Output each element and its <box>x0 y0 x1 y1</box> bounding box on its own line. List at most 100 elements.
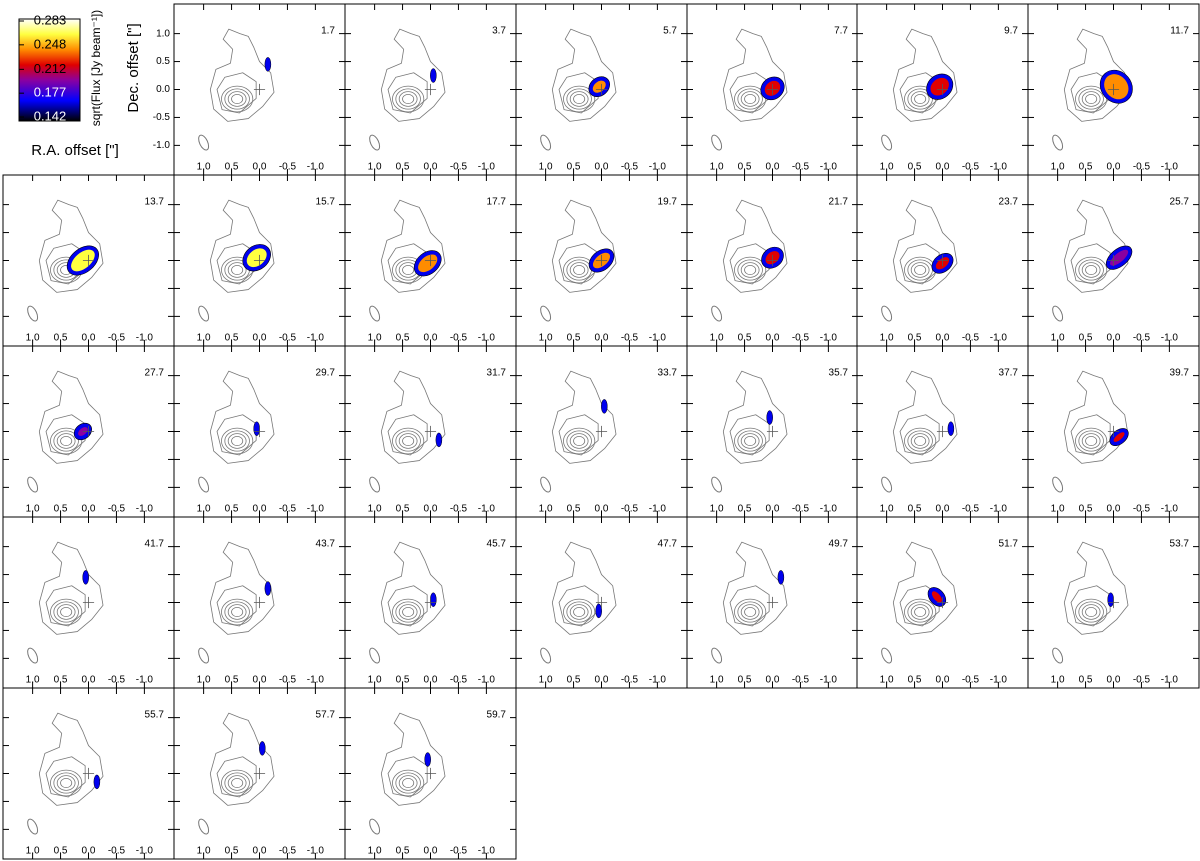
cross <box>424 425 437 438</box>
contour <box>1078 601 1104 623</box>
contour <box>221 598 254 626</box>
cross <box>595 254 608 267</box>
beam <box>1052 305 1064 322</box>
contour <box>566 430 592 452</box>
panel: 57.7 1.0 0.5 0.0 -0.5 -1.0 <box>173 687 346 860</box>
contour <box>566 88 592 110</box>
x-tick-label: 1.0 <box>1051 675 1065 686</box>
emission <box>259 741 266 756</box>
beam <box>540 134 552 151</box>
beam <box>198 818 210 835</box>
x-tick-label: -0.5 <box>792 162 810 173</box>
contour <box>50 769 83 797</box>
panel: 7.7 1.0 0.5 0.0 -0.5 -1.0 <box>686 3 859 176</box>
channel-label: 49.7 <box>829 539 849 550</box>
contour <box>722 370 788 464</box>
contour <box>1063 370 1129 464</box>
x-tick-label: 1.0 <box>197 504 211 515</box>
contour <box>1085 264 1098 275</box>
panel: 29.7 1.0 0.5 0.0 -0.5 -1.0 <box>173 345 346 518</box>
x-tick-label: -1.0 <box>478 333 496 344</box>
emission <box>435 432 443 448</box>
x-tick-label: 1.0 <box>1051 162 1065 173</box>
emission <box>264 57 272 72</box>
contour <box>38 712 104 806</box>
x-tick-label: 0.0 <box>595 504 609 515</box>
colorbar <box>18 18 81 122</box>
x-tick-label: 0.0 <box>766 504 780 515</box>
beam <box>711 305 723 322</box>
cross <box>253 254 266 267</box>
beam <box>369 647 381 664</box>
x-tick-label: 0.0 <box>253 675 267 686</box>
contour <box>1078 88 1104 110</box>
x-axis-label: R.A. offset ["] <box>31 142 119 159</box>
beam <box>27 305 39 322</box>
x-tick-label: -1.0 <box>820 162 838 173</box>
contour <box>380 712 446 806</box>
contour <box>729 72 770 114</box>
x-tick-label: 0.5 <box>225 162 239 173</box>
contour <box>744 264 757 275</box>
x-tick-label: 1.0 <box>368 675 382 686</box>
channel-label: 57.7 <box>316 710 336 721</box>
y-tick-label: 0.0 <box>156 84 170 95</box>
channel-label: 15.7 <box>316 197 336 208</box>
contour <box>45 414 86 456</box>
contour <box>231 435 244 446</box>
x-tick-label: 1.0 <box>368 162 382 173</box>
x-tick-label: -0.5 <box>279 333 297 344</box>
contour <box>892 370 958 464</box>
x-tick-label: 0.0 <box>766 162 780 173</box>
contour <box>729 414 770 456</box>
contour <box>227 604 247 620</box>
x-tick-label: 0.5 <box>908 162 922 173</box>
panel: 13.7 1.0 0.5 0.0 -0.5 -1.0 <box>2 174 175 347</box>
panel: 3.7 1.0 0.5 0.0 -0.5 -1.0 <box>344 3 517 176</box>
x-tick-label: -0.5 <box>450 675 468 686</box>
x-tick-label: 0.0 <box>936 162 950 173</box>
beam <box>1052 134 1064 151</box>
x-tick-label: 1.0 <box>197 162 211 173</box>
contour <box>722 28 788 122</box>
cross <box>936 596 949 609</box>
cross <box>1107 254 1120 267</box>
cross <box>595 425 608 438</box>
contour <box>722 199 788 293</box>
contour <box>744 94 757 105</box>
channel-label: 55.7 <box>145 710 165 721</box>
contour <box>740 433 760 449</box>
x-tick-label: 1.0 <box>197 675 211 686</box>
contour <box>569 604 589 620</box>
contour <box>892 541 958 635</box>
x-tick-label: 0.5 <box>567 162 581 173</box>
panel: 55.7 1.0 0.5 0.0 -0.5 -1.0 <box>2 687 175 860</box>
x-tick-label: 0.0 <box>253 504 267 515</box>
panel: 47.7 1.0 0.5 0.0 -0.5 -1.0 <box>515 516 688 689</box>
cross <box>253 83 266 96</box>
cross <box>82 425 95 438</box>
cross <box>1107 83 1120 96</box>
colorbar-tick-label: 0.142 <box>34 108 67 123</box>
contour <box>551 370 617 464</box>
x-tick-label: 0.5 <box>54 504 68 515</box>
contour <box>892 28 958 122</box>
x-tick-label: 0.5 <box>908 333 922 344</box>
x-tick-label: 0.0 <box>595 162 609 173</box>
contour <box>45 243 86 285</box>
x-tick-label: 0.5 <box>54 333 68 344</box>
emission <box>930 77 949 96</box>
x-tick-label: 0.0 <box>766 333 780 344</box>
contour <box>740 91 760 107</box>
panel: 23.7 1.0 0.5 0.0 -0.5 -1.0 <box>856 174 1029 347</box>
contour <box>899 243 940 285</box>
x-tick-label: 1.0 <box>26 504 40 515</box>
x-tick-label: 0.0 <box>424 333 438 344</box>
x-tick-label: 0.5 <box>396 162 410 173</box>
contour <box>910 433 930 449</box>
channel-label: 19.7 <box>658 197 678 208</box>
beam <box>711 647 723 664</box>
cross <box>82 767 95 780</box>
contour <box>907 430 933 452</box>
